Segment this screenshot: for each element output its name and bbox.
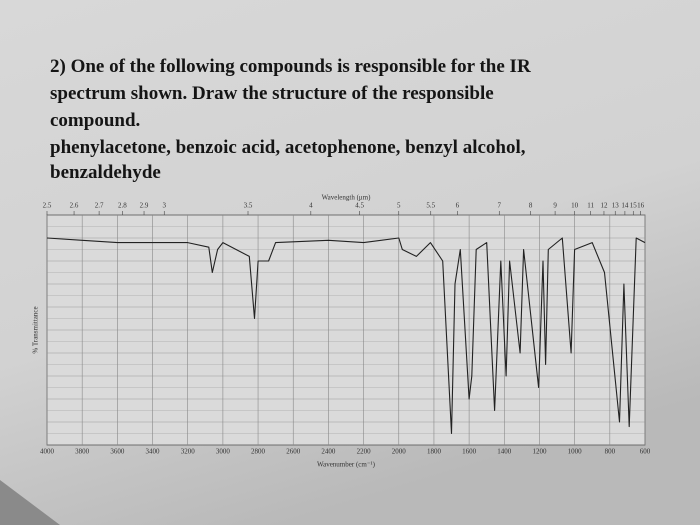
x2-tick-label: 5.5 [426, 202, 435, 210]
x-tick-label: 2000 [392, 448, 407, 456]
x-tick-label: 4000 [40, 448, 55, 456]
x-axis-title: Wavenumber (cm⁻¹) [317, 461, 376, 469]
x2-tick-label: 2.8 [118, 202, 127, 210]
x2-tick-label: 2.9 [140, 202, 149, 210]
question-line: compound. [50, 110, 140, 131]
x-tick-label: 800 [605, 448, 616, 456]
x-tick-label: 3000 [216, 448, 231, 456]
x2-tick-label: 9 [553, 202, 557, 210]
y-axis-title: % Transmittance [32, 306, 40, 353]
x2-tick-label: 14 [621, 202, 629, 210]
x2-tick-label: 7 [498, 202, 502, 210]
x2-tick-label: 16 [637, 202, 645, 210]
x-tick-label: 1200 [532, 448, 547, 456]
x2-tick-label: 2.5 [43, 202, 52, 210]
x-tick-label: 2800 [251, 448, 266, 456]
spectrum-chart: 4000 3800 3600 3400 3200 3000 2800 2600 2400 2200… [32, 194, 651, 469]
x-tick-label: 3600 [110, 448, 125, 456]
spectrum-line [46, 237, 646, 435]
x2-tick-label: 10 [571, 202, 579, 210]
question: 2) One of the following compounds is res… [50, 56, 531, 183]
x-tick-label: 3200 [181, 448, 196, 456]
x2-tick-label: 13 [612, 202, 620, 210]
x2-tick-label: 12 [600, 202, 608, 210]
x2-tick-label: 3 [163, 202, 167, 210]
x-tick-label: 3400 [146, 448, 161, 456]
x2-tick-label: 8 [529, 202, 533, 210]
x2-tick-label: 11 [587, 202, 594, 210]
x-tick-label: 1800 [427, 448, 442, 456]
x-tick-label: 600 [640, 448, 651, 456]
x2-tick-label: 4.5 [355, 202, 364, 210]
x2-tick-label: 2.6 [70, 202, 79, 210]
question-line: 2) One of the following compounds is res… [50, 56, 531, 77]
x-tick-label: 1400 [497, 448, 512, 456]
x2-tick-label: 2.7 [95, 202, 104, 210]
question-line: spectrum shown. Draw the structure of th… [50, 83, 494, 104]
x-tick-label: 1000 [568, 448, 583, 456]
x-tick-label: 2600 [286, 448, 301, 456]
x2-tick-label: 4 [309, 202, 313, 210]
x-tick-label: 2200 [357, 448, 372, 456]
x2-axis-title: Wavelength (μm) [322, 194, 372, 202]
x2-tick-label: 6 [456, 202, 460, 210]
x2-tick-label: 3.5 [244, 202, 253, 210]
x-tick-label: 2400 [321, 448, 336, 456]
question-line: benzaldehyde [50, 162, 161, 183]
question-line: phenylacetone, benzoic acid, acetophenon… [50, 137, 526, 158]
x-tick-label: 3800 [75, 448, 90, 456]
paper-edge [0, 480, 60, 525]
x-tick-label: 1600 [462, 448, 477, 456]
x2-tick-label: 15 [630, 202, 638, 210]
x2-tick-label: 5 [397, 202, 401, 210]
